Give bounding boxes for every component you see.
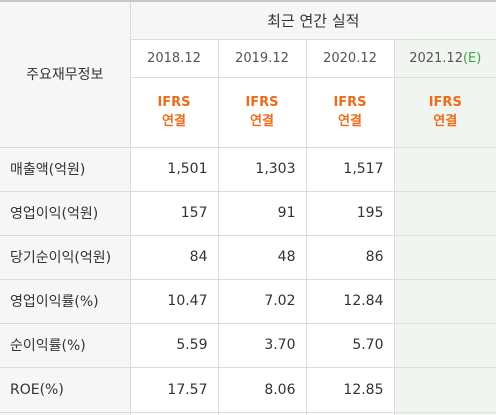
- row-label: 매출액(억원): [0, 147, 130, 191]
- period-label: 2020.12: [323, 51, 377, 66]
- corner-label: 주요재무정보: [0, 1, 130, 147]
- period-header: 2020.12: [306, 39, 394, 77]
- value-cell: 91: [218, 191, 306, 235]
- row-label: 영업이익률(%): [0, 279, 130, 323]
- row-label: ROE(%): [0, 367, 130, 412]
- row-label: 영업이익(억원): [0, 191, 130, 235]
- period-label: 2018.12: [147, 51, 201, 66]
- group-header: 최근 연간 실적: [130, 1, 496, 39]
- table-row: 순이익률(%) 5.59 3.70 5.70: [0, 323, 496, 367]
- period-header: 2019.12: [218, 39, 306, 77]
- value-cell: 1,501: [130, 147, 218, 191]
- table-row: 영업이익률(%) 10.47 7.02 12.84: [0, 279, 496, 323]
- value-cell: 5.70: [306, 323, 394, 367]
- value-cell: 195: [306, 191, 394, 235]
- row-label: 당기순이익(억원): [0, 235, 130, 279]
- value-cell: 1,517: [306, 147, 394, 191]
- value-cell-estimate: [394, 279, 496, 323]
- value-cell: 48: [218, 235, 306, 279]
- period-label: 2019.12: [235, 51, 289, 66]
- value-cell: 84: [130, 235, 218, 279]
- value-cell: 17.57: [130, 367, 218, 412]
- table-row: ROE(%) 17.57 8.06 12.85: [0, 367, 496, 412]
- basis-line1: IFRS: [307, 93, 394, 112]
- basis-line1: IFRS: [395, 93, 496, 112]
- period-label: 2021.12: [409, 51, 463, 66]
- value-cell: 1,303: [218, 147, 306, 191]
- value-cell: 10.47: [130, 279, 218, 323]
- period-header: 2018.12: [130, 39, 218, 77]
- value-cell: 5.59: [130, 323, 218, 367]
- value-cell-estimate: [394, 235, 496, 279]
- basis-line2: 연결: [131, 112, 218, 131]
- table-row: 당기순이익(억원) 84 48 86: [0, 235, 496, 279]
- basis-line1: IFRS: [131, 93, 218, 112]
- row-label: 순이익률(%): [0, 323, 130, 367]
- value-cell: 157: [130, 191, 218, 235]
- basis-line1: IFRS: [219, 93, 306, 112]
- value-cell: 12.84: [306, 279, 394, 323]
- value-cell: 7.02: [218, 279, 306, 323]
- basis-line2: 연결: [395, 112, 496, 131]
- estimate-mark: (E): [463, 51, 481, 66]
- value-cell-estimate: [394, 323, 496, 367]
- basis-line2: 연결: [219, 112, 306, 131]
- value-cell-estimate: [394, 191, 496, 235]
- value-cell-estimate: [394, 367, 496, 412]
- basis-line2: 연결: [307, 112, 394, 131]
- period-header-estimate: 2021.12(E): [394, 39, 496, 77]
- value-cell: 86: [306, 235, 394, 279]
- value-cell-estimate: [394, 147, 496, 191]
- value-cell: 3.70: [218, 323, 306, 367]
- table-row: 매출액(억원) 1,501 1,303 1,517: [0, 147, 496, 191]
- value-cell: 12.85: [306, 367, 394, 412]
- value-cell: 8.06: [218, 367, 306, 412]
- table-row: 영업이익(억원) 157 91 195: [0, 191, 496, 235]
